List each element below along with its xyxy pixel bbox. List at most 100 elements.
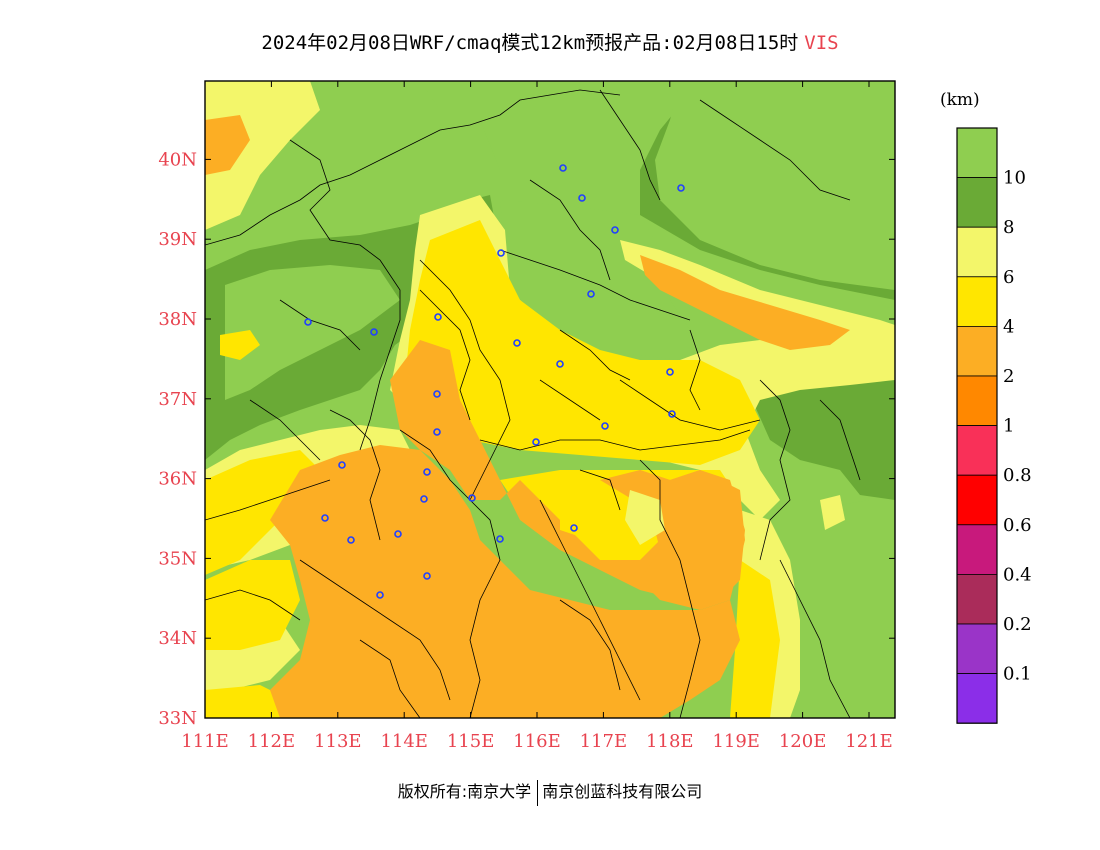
footer: 版权所有:南京大学 南京创蓝科技有限公司 <box>0 778 1100 806</box>
lat-label: 38N <box>158 309 197 330</box>
legend-label: 0.1 <box>1003 664 1032 685</box>
city-marker <box>420 495 428 503</box>
city-marker <box>587 290 595 298</box>
city-marker <box>497 249 505 257</box>
title-text: 2024年02月08日WRF/cmaq模式12km预报产品:02月08日15时 <box>261 32 799 54</box>
chart-title: 2024年02月08日WRF/cmaq模式12km预报产品:02月08日15时 V… <box>0 28 1100 55</box>
city-marker <box>304 318 312 326</box>
city-marker <box>376 591 384 599</box>
field-patch-lightyellow-2 <box>820 495 845 530</box>
field-north-central-green <box>500 200 690 360</box>
legend-label: 0.2 <box>1003 614 1032 635</box>
field-west-yellow <box>205 450 320 575</box>
legend-swatch <box>956 673 998 724</box>
company-text: 南京创蓝科技有限公司 <box>542 782 703 801</box>
province-boundaries <box>205 89 861 718</box>
legend-label: 0.4 <box>1003 564 1032 585</box>
color-legend: 10 8 6 4 2 1 0.8 0.6 0.4 0.2 0.1 <box>956 127 1032 724</box>
city-marker <box>677 184 685 192</box>
lon-label: 119E <box>712 731 760 752</box>
legend-label: 0.6 <box>1003 515 1032 536</box>
legend-swatch <box>956 623 998 674</box>
legend-swatch <box>956 375 998 426</box>
variable-label: VIS <box>804 32 839 54</box>
city-marker <box>338 461 346 469</box>
city-marker <box>321 514 329 522</box>
lon-label: 114E <box>380 731 428 752</box>
legend-swatch <box>956 325 998 377</box>
legend-swatch <box>956 524 998 575</box>
field-central-yellow <box>405 220 760 465</box>
lon-label: 121E <box>845 731 893 752</box>
city-marker <box>578 194 586 202</box>
city-marker <box>394 530 402 538</box>
legend-label: 2 <box>1003 366 1014 387</box>
lat-label: 40N <box>158 149 197 170</box>
field-coast-orange <box>640 255 850 350</box>
city-marker <box>666 368 674 376</box>
latitude-axis: 33N 34N 35N 36N 37N 38N 39N 40N <box>158 149 895 729</box>
city-marker <box>347 536 355 544</box>
city-marker <box>433 428 441 436</box>
footer-separator <box>537 779 539 806</box>
field-southeast-orange <box>600 470 745 610</box>
legend-swatch <box>956 574 998 625</box>
city-marker <box>423 468 431 476</box>
city-marker <box>559 164 567 172</box>
city-marker <box>434 313 442 321</box>
lat-label: 34N <box>158 628 197 649</box>
legend-label: 6 <box>1003 267 1014 288</box>
city-marker <box>570 524 578 532</box>
city-marker <box>370 328 378 336</box>
city-marker <box>601 422 609 430</box>
field-sw-yellow <box>205 560 300 650</box>
legend-unit: (km) <box>940 90 980 110</box>
lat-label: 37N <box>158 389 197 410</box>
legend-label: 1 <box>1003 416 1014 437</box>
lon-label: 111E <box>181 731 229 752</box>
map-frame <box>204 80 896 719</box>
lon-label: 112E <box>248 731 296 752</box>
lon-label: 117E <box>580 731 628 752</box>
city-marker <box>433 390 441 398</box>
field-patch-lightyellow-1 <box>625 490 665 545</box>
legend-label: 8 <box>1003 217 1014 238</box>
lon-label: 118E <box>646 731 694 752</box>
copyright-text: 版权所有:南京大学 <box>397 782 532 801</box>
field-east-yellow <box>730 560 780 718</box>
legend-swatch <box>956 177 998 228</box>
lat-label: 35N <box>158 548 197 569</box>
legend-swatch <box>956 276 998 327</box>
field-patch-yellow-1 <box>560 490 610 540</box>
lat-label: 33N <box>158 708 197 729</box>
legend-swatch <box>956 226 998 278</box>
city-marker <box>556 360 564 368</box>
legend-label: 10 <box>1003 168 1026 189</box>
legend-label: 0.8 <box>1003 465 1032 486</box>
map-field <box>205 81 895 718</box>
field-west-green <box>225 265 400 400</box>
field-shandong-darkgreen <box>750 375 895 500</box>
legend-label: 4 <box>1003 316 1014 337</box>
city-marker <box>611 226 619 234</box>
lat-label: 36N <box>158 469 197 490</box>
lat-label: 39N <box>158 229 197 250</box>
city-marker <box>496 535 504 543</box>
lon-label: 113E <box>314 731 362 752</box>
city-marker <box>668 410 676 418</box>
legend-swatch <box>956 127 998 178</box>
legend-swatch <box>956 474 998 526</box>
legend-swatch <box>956 425 998 476</box>
field-south-orange <box>270 445 740 718</box>
lon-label: 115E <box>447 731 495 752</box>
city-markers <box>304 164 685 599</box>
longitude-axis: 111E 112E 113E 114E 115E 116E 117E 118E 119E 120E… <box>181 81 893 752</box>
field-patch-yellow-2 <box>220 330 260 360</box>
field-nw-orange <box>205 115 250 175</box>
field-northeast-green <box>655 81 895 290</box>
city-marker <box>468 494 476 502</box>
city-marker <box>423 572 431 580</box>
lon-label: 116E <box>513 731 561 752</box>
city-marker <box>532 438 540 446</box>
